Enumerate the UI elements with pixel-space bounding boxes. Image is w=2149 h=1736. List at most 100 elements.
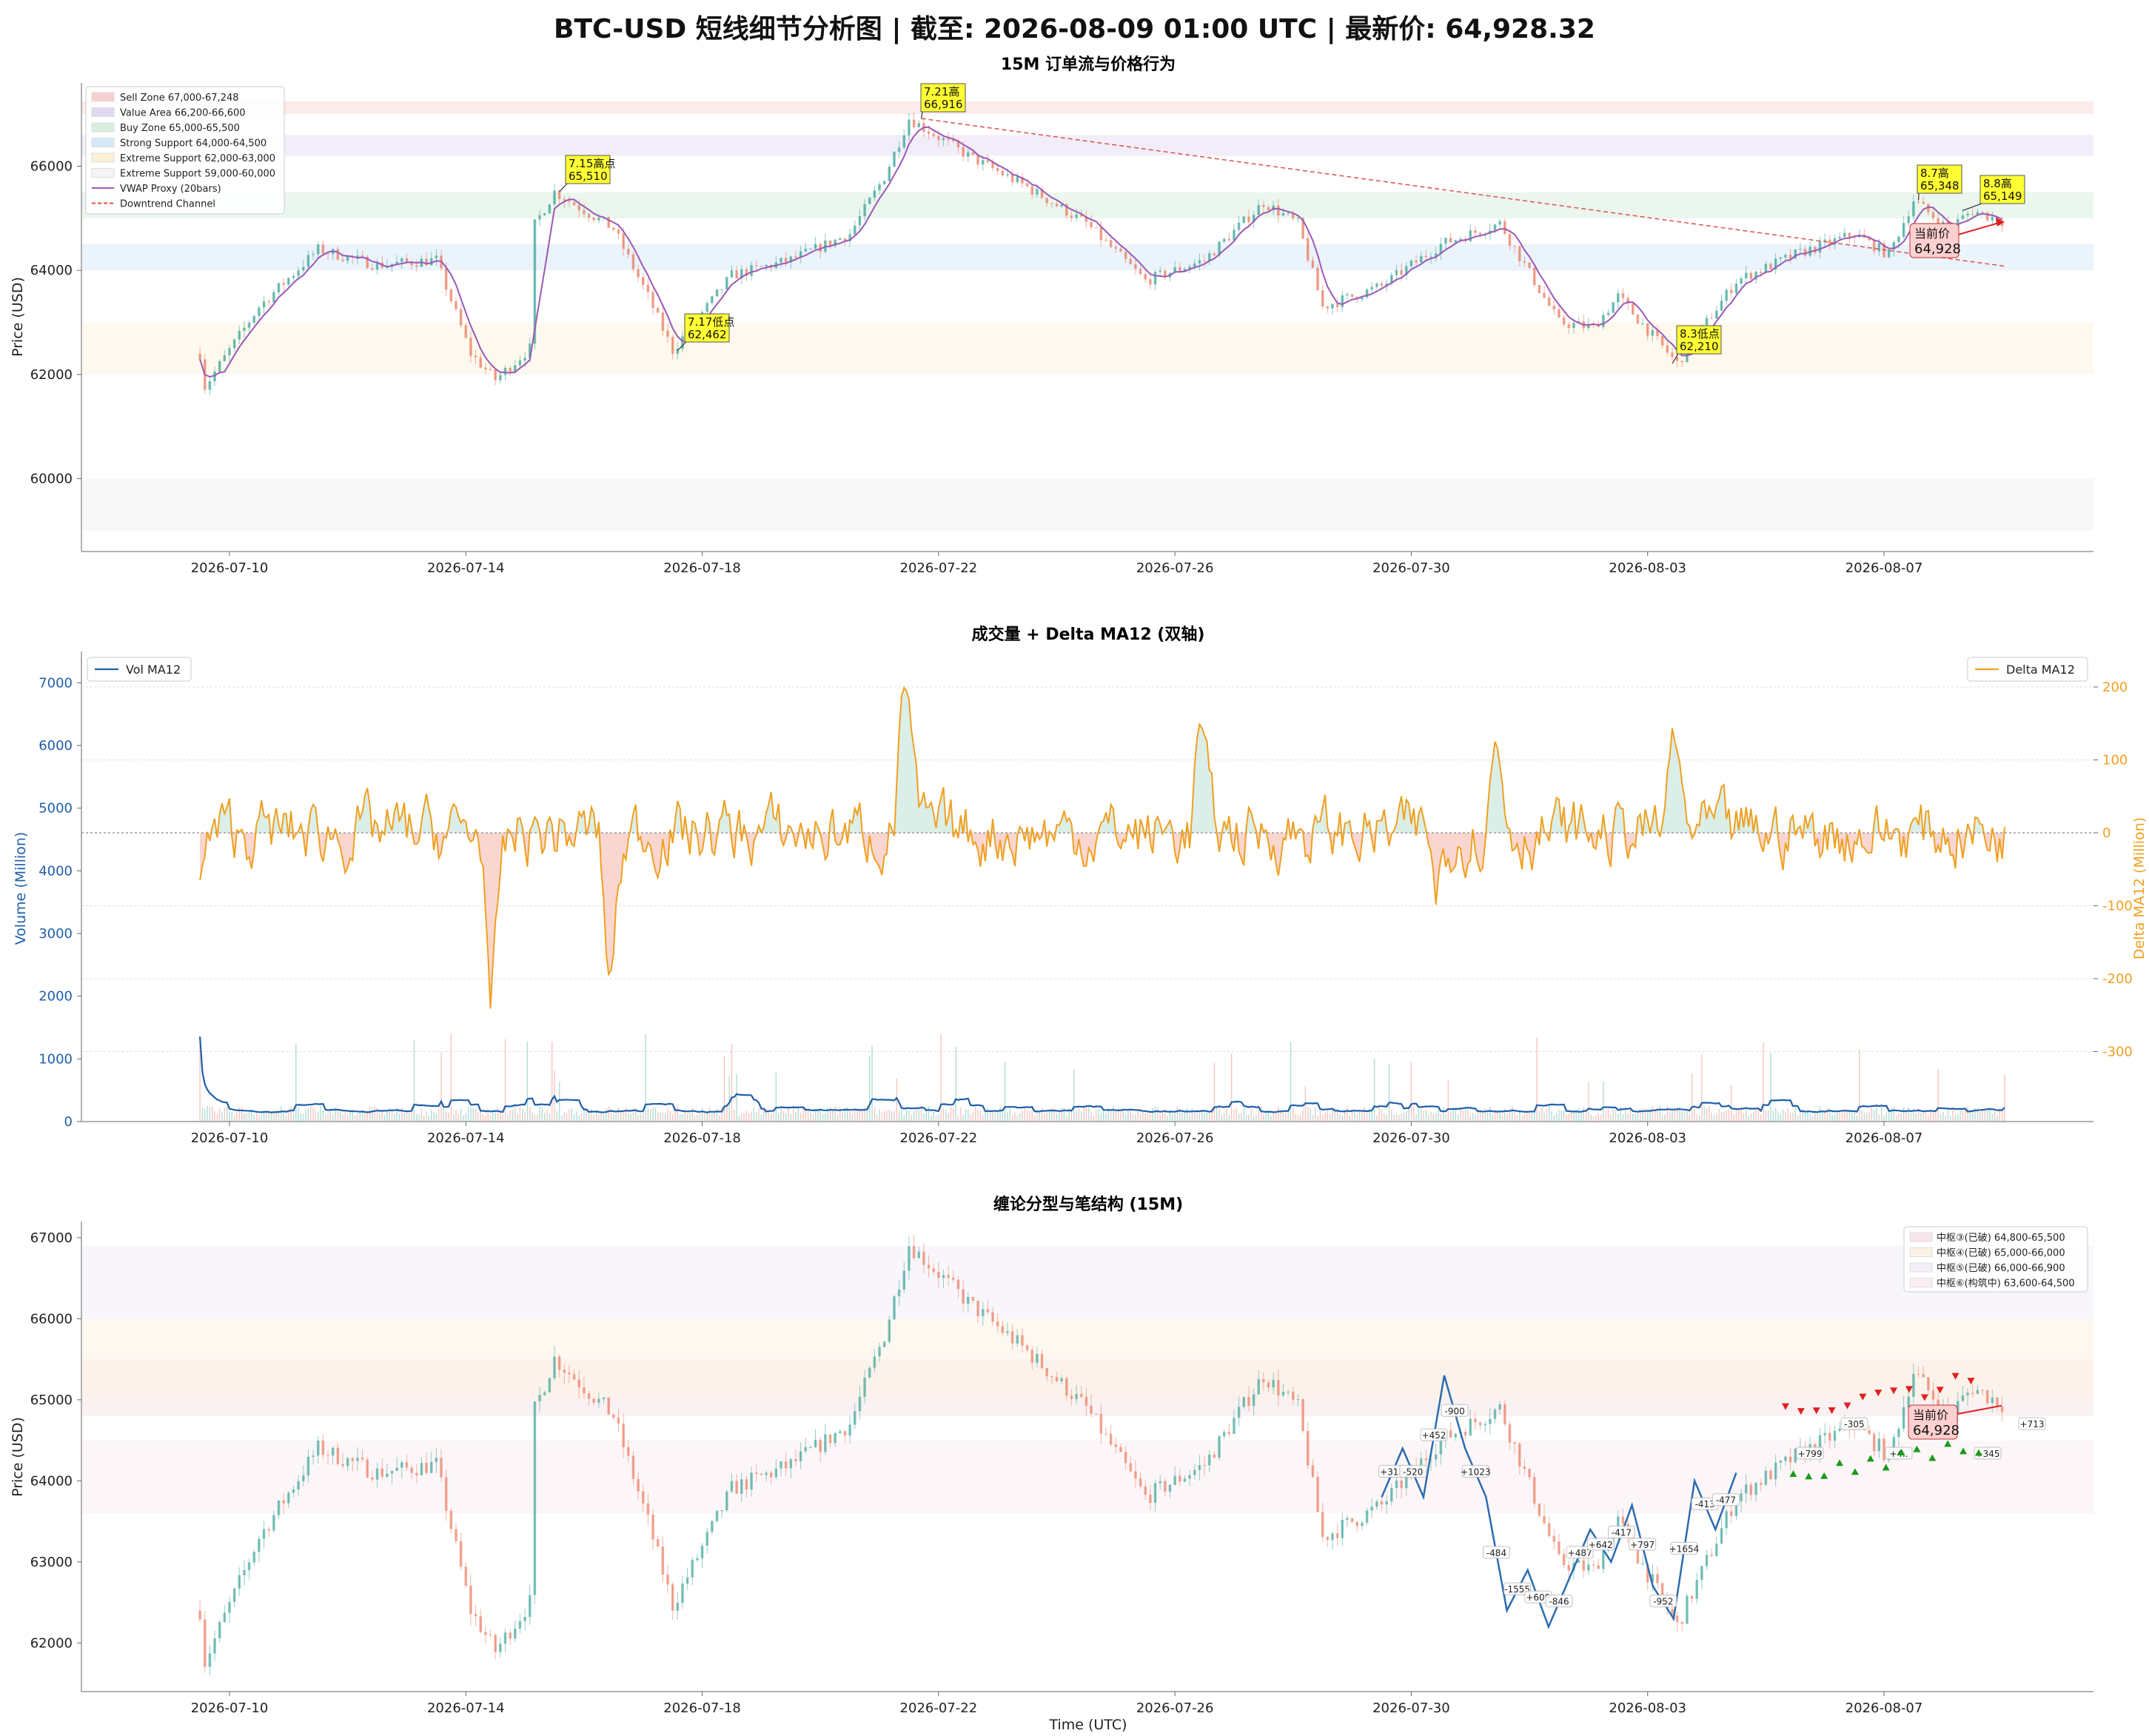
y-tick-label: 200	[2102, 680, 2128, 695]
candle-body	[868, 1367, 871, 1378]
candle-body	[1090, 221, 1093, 228]
candle-body	[1390, 275, 1393, 284]
candle-body	[1355, 1521, 1359, 1526]
price-zones	[81, 101, 2093, 531]
candle-body	[1823, 1432, 1826, 1435]
top-fractal-marker	[1843, 1402, 1851, 1410]
candle-body	[1252, 215, 1255, 223]
candle-body	[893, 1296, 896, 1320]
candle-body	[981, 1309, 985, 1316]
candle-body	[991, 1312, 994, 1322]
candle-body	[366, 1459, 369, 1478]
candle-body	[1400, 269, 1403, 275]
candle-body	[405, 1462, 409, 1468]
candle-body	[1094, 227, 1098, 229]
candle-body	[804, 1447, 808, 1452]
x-tick-label: 2026-07-22	[900, 560, 978, 576]
y-tick-label: 64000	[30, 1473, 73, 1489]
candle-body	[858, 216, 862, 226]
candle-body	[1794, 249, 1797, 259]
candle-body	[622, 233, 625, 249]
candle-body	[1193, 1469, 1196, 1475]
candle-body	[1582, 1560, 1586, 1571]
annotation-value: 65,510	[569, 170, 608, 183]
candle-body	[1149, 1495, 1152, 1504]
x-tick-label: 2026-07-30	[1372, 560, 1450, 576]
candle-body	[1361, 1522, 1364, 1526]
y-tick-label: 5000	[38, 801, 73, 817]
panel3-legend: 中枢③(已破) 64,800-65,500 中枢④(已破) 65,000-66,0…	[1903, 1226, 2088, 1293]
candle-body	[262, 1529, 266, 1539]
y-tick-label: -300	[2102, 1045, 2133, 1060]
candle-body	[1483, 1424, 1487, 1426]
candle-body	[1675, 1615, 1679, 1622]
candle-body	[1868, 238, 1871, 241]
candle-body	[908, 119, 911, 135]
candle-body	[1326, 1536, 1330, 1541]
candle-body	[1651, 330, 1655, 336]
candle-body	[543, 213, 546, 215]
candle-body	[1523, 1467, 1526, 1469]
candle-body	[769, 1472, 773, 1478]
candle-body	[1341, 295, 1344, 307]
candle-body	[1754, 1483, 1757, 1495]
annotation-box	[565, 155, 611, 184]
candle-body	[1346, 1518, 1349, 1520]
candle-body	[1532, 1477, 1536, 1504]
candle-body	[927, 131, 931, 134]
legend-label: Buy Zone 65,000-65,500	[120, 123, 240, 134]
candle-body	[1099, 1413, 1103, 1434]
bi-label-box	[2018, 1417, 2046, 1430]
candle-body	[292, 1489, 295, 1493]
candle-body	[1149, 279, 1152, 285]
candle-body	[1686, 1595, 1689, 1624]
candle-body	[1415, 261, 1418, 263]
panel2-x-ticks: 2026-07-10 2026-07-14 2026-07-18 2026-07-22…	[191, 1122, 1922, 1146]
candle-body	[213, 371, 216, 381]
candle-body	[789, 256, 793, 263]
candle-body	[765, 1472, 768, 1475]
candle-body	[1070, 1395, 1073, 1399]
y-tick-label: -200	[2102, 971, 2133, 987]
y-tick-label: 64000	[30, 263, 73, 278]
candle-body	[1961, 1395, 1965, 1401]
top-fractal-marker	[1797, 1408, 1805, 1415]
candle-body	[1321, 290, 1324, 306]
candle-body	[1267, 1382, 1270, 1388]
candle-body	[750, 1472, 753, 1490]
legend-label: VWAP Proxy (20bars)	[120, 184, 221, 195]
candle-body	[705, 303, 709, 312]
legend-label: 中枢③(已破) 64,800-65,500	[1937, 1233, 2065, 1244]
candle-body	[1922, 1374, 1925, 1378]
candle-body	[612, 1414, 615, 1418]
candle-body	[1025, 183, 1029, 187]
y-tick-label: 66000	[30, 159, 73, 175]
panel2-right-label: Delta MA12 (Million)	[2131, 817, 2148, 959]
x-tick-label: 2026-08-07	[1845, 1700, 1923, 1716]
candle-body	[1424, 1458, 1428, 1461]
candle-body	[400, 258, 403, 262]
candle-body	[1705, 1555, 1709, 1566]
candle-body	[971, 1296, 975, 1301]
candle-body	[1036, 189, 1039, 195]
candle-body	[499, 375, 502, 381]
candle-body	[1912, 1373, 1915, 1397]
candle-body	[351, 1458, 355, 1461]
candle-body	[1498, 1404, 1501, 1410]
top-fractal-marker	[1781, 1403, 1789, 1410]
candle-body	[834, 1432, 837, 1444]
candle-body	[853, 1411, 856, 1425]
candle-body	[1233, 229, 1236, 241]
top-fractal-marker	[1812, 1407, 1820, 1415]
candle-body	[1203, 1465, 1206, 1467]
candle-body	[1040, 189, 1044, 198]
candle-body	[720, 289, 723, 290]
vol-legend: Vol MA12	[87, 657, 192, 682]
candle-body	[1744, 272, 1748, 279]
candle-body	[1281, 213, 1285, 216]
candle-body	[617, 229, 620, 234]
candle-body	[572, 1374, 576, 1380]
panel2-grid	[81, 686, 2093, 1052]
candle-body	[676, 1603, 680, 1611]
candle-body	[1198, 1465, 1201, 1470]
